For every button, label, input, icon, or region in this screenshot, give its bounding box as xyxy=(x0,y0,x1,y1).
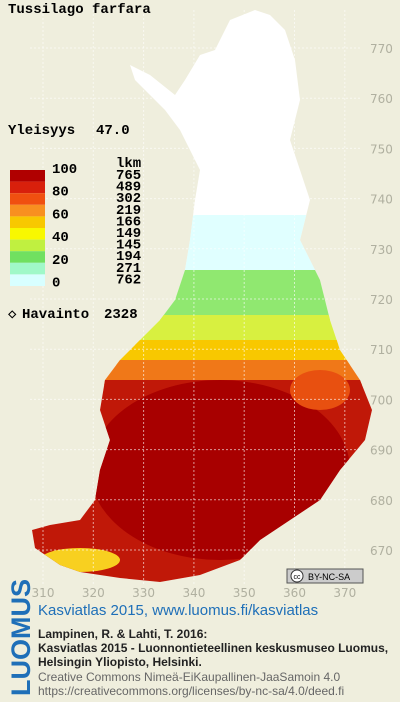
y-label: 720 xyxy=(370,293,393,307)
observation-marker: ◇ xyxy=(8,307,17,323)
cc-icon: cc xyxy=(294,574,302,581)
x-label: 310 xyxy=(32,586,55,600)
legend-count: 765 xyxy=(116,168,141,184)
frequency-label: Yleisyys xyxy=(8,123,75,139)
legend-swatch xyxy=(10,170,45,182)
legend-swatch xyxy=(10,193,45,205)
citation-line: Kasviatlas 2015 - Luonnontieteellinen ke… xyxy=(38,641,388,655)
legend-swatch xyxy=(10,239,45,252)
citation-line: Helsingin Yliopisto, Helsinki. xyxy=(38,655,202,669)
x-label: 370 xyxy=(333,586,356,600)
legend-count: 219 xyxy=(116,203,141,219)
x-label: 320 xyxy=(82,586,105,600)
legend-swatch xyxy=(10,204,45,217)
legend-count: 762 xyxy=(116,272,141,288)
grid: 770 760 750 740 730 720 710 700 690 680 670 310 320 3… xyxy=(30,10,393,600)
legend-count: 302 xyxy=(116,191,141,207)
legend-swatch xyxy=(10,228,45,240)
y-label: 680 xyxy=(370,494,393,508)
x-label: 350 xyxy=(233,586,256,600)
legend-count: 489 xyxy=(116,180,141,196)
legend-scale-label: 40 xyxy=(52,230,69,246)
y-label: 710 xyxy=(370,343,393,357)
species-title: Tussilago farfara xyxy=(8,2,151,18)
legend-count: 271 xyxy=(116,261,141,277)
legend-scale-label: 0 xyxy=(52,276,60,292)
citation-line: Lampinen, R. & Lahti, T. 2016: xyxy=(38,627,207,641)
finland-map xyxy=(32,10,372,582)
y-label: 690 xyxy=(370,444,393,458)
observation-count: 2328 xyxy=(104,307,138,323)
legend-count: 149 xyxy=(116,226,141,242)
headline: Kasviatlas 2015, www.luomus.fi/kasviatla… xyxy=(38,602,318,619)
legend-scale-label: 100 xyxy=(52,162,77,178)
license-badge: cc BY-NC-SA xyxy=(286,568,364,584)
brand: LUOMUS xyxy=(6,579,36,696)
y-label: 740 xyxy=(370,193,393,207)
x-label: 330 xyxy=(132,586,155,600)
legend-swatch xyxy=(10,251,45,263)
y-label: 750 xyxy=(370,142,393,156)
y-label: 760 xyxy=(370,92,393,106)
legend-swatch xyxy=(10,216,45,228)
license-line: https://creativecommons.org/licenses/by-… xyxy=(38,684,344,698)
badge-text: BY-NC-SA xyxy=(308,572,350,582)
y-label: 770 xyxy=(370,42,393,56)
legend-swatch xyxy=(10,262,45,275)
legend-count: 145 xyxy=(116,238,141,254)
legend-swatch xyxy=(10,274,45,286)
license-line: Creative Commons Nimeä-EiKaupallinen-Jaa… xyxy=(38,670,340,684)
observation-label: Havainto xyxy=(22,307,89,323)
legend-scale-label: 60 xyxy=(52,207,69,223)
legend-swatch xyxy=(10,181,45,194)
legend-scale-label: 80 xyxy=(52,185,69,201)
legend-count: 166 xyxy=(116,214,141,230)
legend-scale-label: 20 xyxy=(52,253,69,269)
frequency-value: 47.0 xyxy=(96,123,130,139)
y-label: 700 xyxy=(370,393,393,407)
legend-count: 194 xyxy=(116,249,141,265)
y-label: 730 xyxy=(370,243,393,257)
y-label: 670 xyxy=(370,544,393,558)
x-label: 340 xyxy=(182,586,205,600)
count-header: lkm xyxy=(116,156,141,172)
x-label: 360 xyxy=(283,586,306,600)
